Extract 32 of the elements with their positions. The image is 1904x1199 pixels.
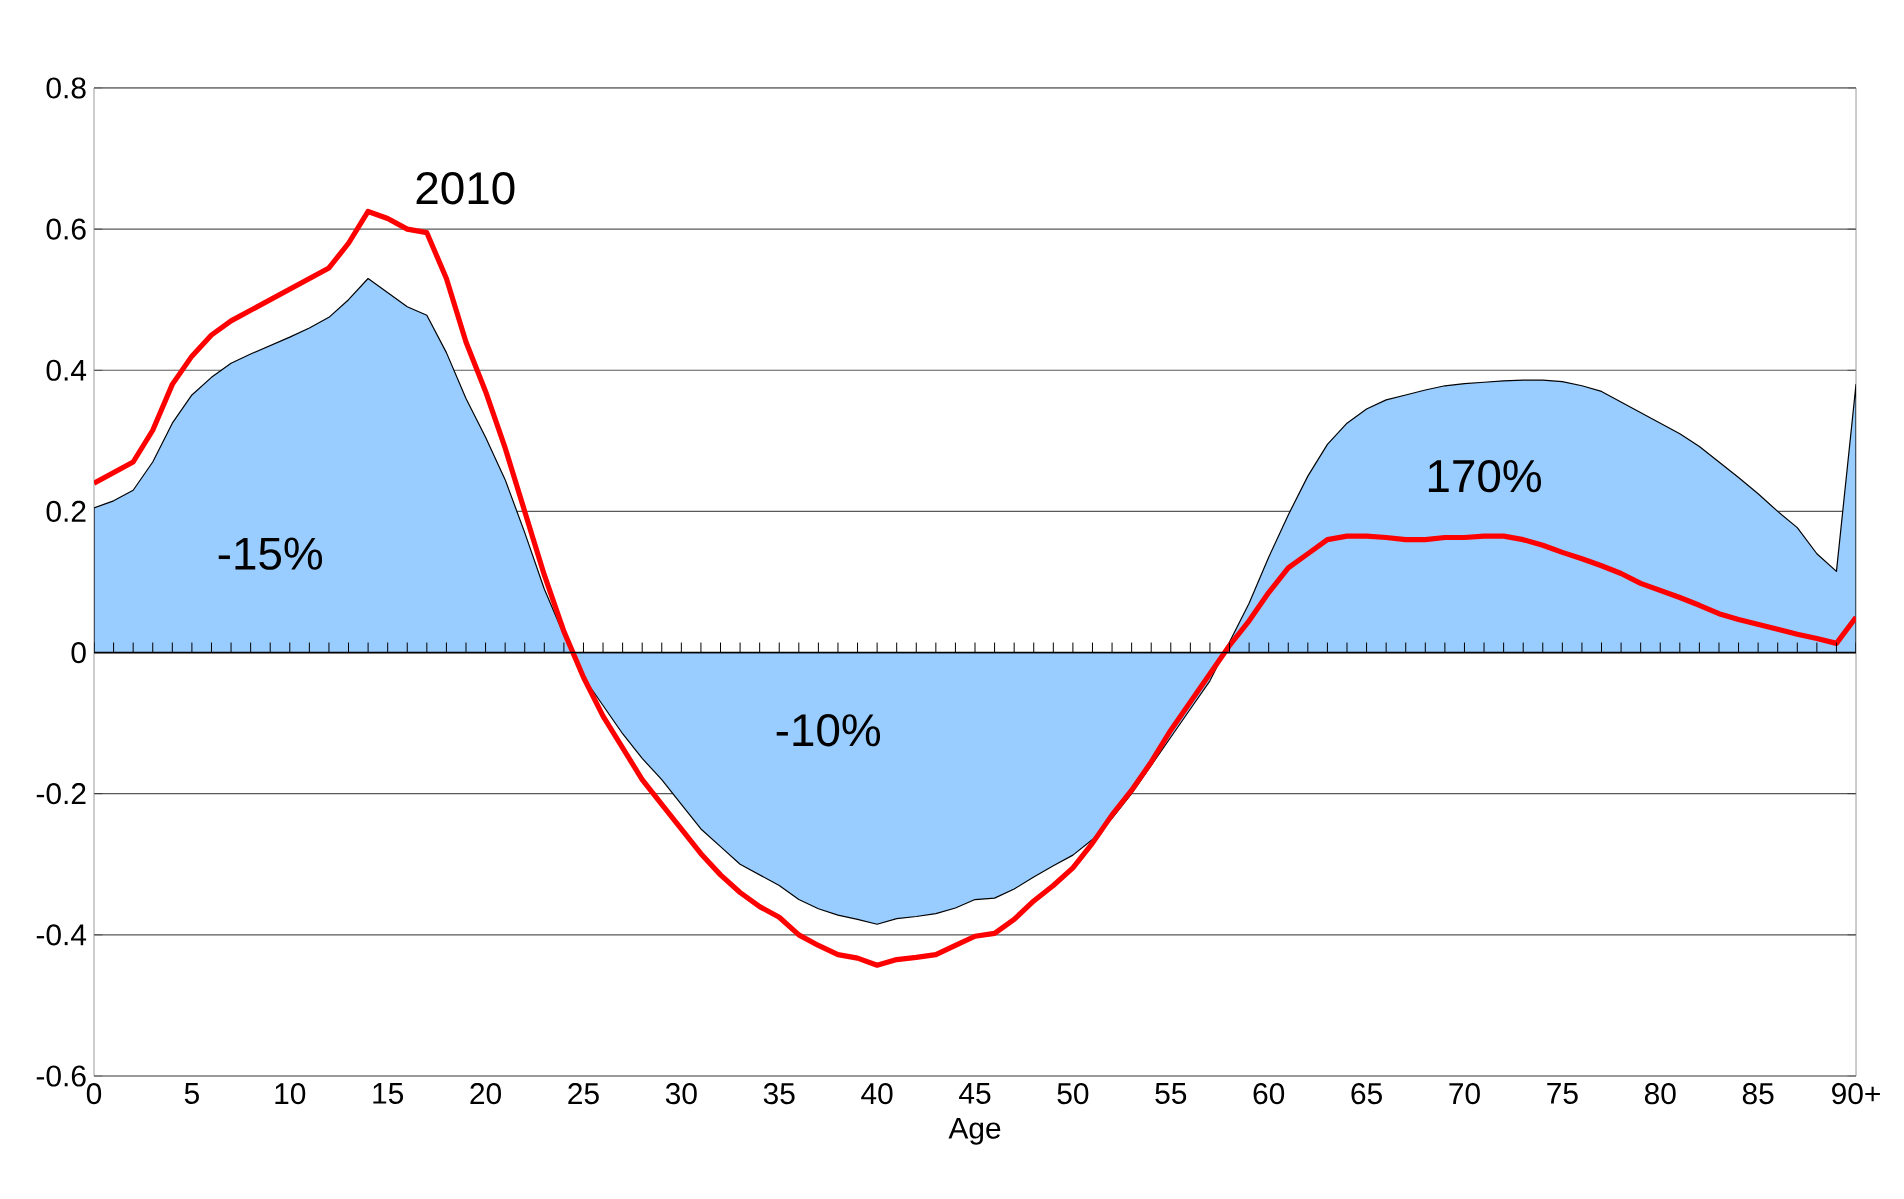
x-tick-label: 0 xyxy=(86,1083,102,1105)
x-tick-label: 65 xyxy=(1351,1083,1382,1105)
x-tick-label: 10 xyxy=(275,1083,306,1105)
y-tick-label: 0 xyxy=(71,641,86,664)
y-tick-label: -0.2 xyxy=(36,783,86,805)
y-tick-label: 0.6 xyxy=(46,218,86,240)
x-tick-label: 20 xyxy=(470,1083,501,1105)
x-tick-label: 75 xyxy=(1547,1083,1578,1104)
annotation: -15% xyxy=(218,537,323,570)
x-tick-label: 50 xyxy=(1057,1083,1089,1105)
x-tick-label: 40 xyxy=(861,1083,893,1105)
x-tick-label: 55 xyxy=(1155,1083,1187,1104)
y-tick-label: 0.4 xyxy=(46,359,87,381)
x-tick-label: 70 xyxy=(1449,1083,1480,1105)
y-tick-label: 0.8 xyxy=(46,77,86,99)
x-tick-label: 85 xyxy=(1742,1083,1774,1105)
x-tick-label: 25 xyxy=(568,1083,599,1105)
x-tick-label: 35 xyxy=(763,1083,795,1105)
x-tick-label: 5 xyxy=(184,1083,199,1104)
x-tick-label: 90+ xyxy=(1832,1083,1880,1105)
x-axis-title: Age xyxy=(948,1117,1001,1145)
x-tick-label: 15 xyxy=(373,1083,404,1104)
y-tick-label: -0.6 xyxy=(36,1065,86,1087)
series-label: 2010 xyxy=(416,171,515,205)
y-tick-label: -0.4 xyxy=(36,924,87,946)
x-tick-label: 45 xyxy=(959,1083,991,1104)
x-tick-label: 80 xyxy=(1644,1083,1676,1105)
annotation: 170% xyxy=(1428,459,1541,493)
annotation: -10% xyxy=(776,713,881,747)
y-tick-label: 0.2 xyxy=(46,500,86,522)
x-tick-label: 60 xyxy=(1253,1083,1285,1105)
x-tick-label: 30 xyxy=(665,1083,697,1105)
